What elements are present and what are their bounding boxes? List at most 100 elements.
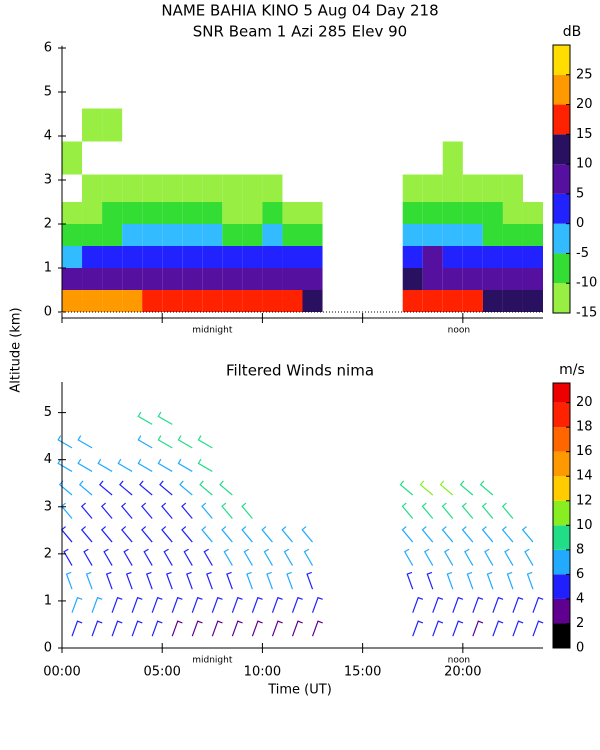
wind-barb bbox=[201, 502, 213, 519]
wind-barb bbox=[271, 620, 283, 637]
colorbar-bin bbox=[553, 598, 570, 624]
snr-cell bbox=[442, 268, 463, 290]
wind-barb bbox=[117, 458, 133, 472]
x-tick-label: 15:00 bbox=[344, 665, 381, 680]
wind-barb bbox=[243, 548, 253, 566]
wind-barb bbox=[157, 411, 173, 425]
wind-barb bbox=[481, 526, 494, 543]
colorbar-tick-label: 14 bbox=[576, 469, 593, 484]
snr-cell bbox=[162, 290, 183, 312]
wind-barb bbox=[524, 548, 534, 566]
snr-cell bbox=[242, 202, 263, 224]
snr-cell bbox=[522, 202, 543, 224]
wind-barb bbox=[97, 458, 113, 472]
colorbar-bin bbox=[553, 549, 570, 575]
snr-cell bbox=[422, 224, 443, 246]
x-tick-label: 10:00 bbox=[244, 665, 281, 680]
snr-cell bbox=[282, 202, 303, 224]
snr-cell bbox=[202, 202, 223, 224]
snr-cell bbox=[482, 290, 503, 312]
snr-cell bbox=[502, 268, 523, 290]
snr-cell bbox=[282, 224, 303, 246]
wind-barb bbox=[251, 596, 263, 613]
wind-barb bbox=[111, 620, 123, 637]
snr-cell bbox=[442, 290, 463, 312]
snr-cell bbox=[462, 290, 483, 312]
snr-cell bbox=[402, 202, 423, 224]
snr-cell bbox=[162, 174, 183, 202]
snr-cell bbox=[202, 290, 223, 312]
y-axis-label: Altitude (km) bbox=[9, 307, 24, 392]
wind-barb bbox=[183, 548, 193, 566]
snr-cell bbox=[222, 246, 243, 268]
wind-barb bbox=[241, 526, 253, 543]
wind-barb bbox=[512, 596, 524, 613]
wind-barb bbox=[186, 571, 193, 590]
annotation: midnight bbox=[192, 656, 233, 666]
wind-barb bbox=[231, 620, 243, 637]
wind-barb bbox=[71, 596, 83, 613]
snr-cell bbox=[442, 141, 463, 175]
snr-cell bbox=[162, 224, 183, 246]
wind-barb bbox=[261, 526, 273, 543]
snr-cell bbox=[222, 202, 243, 224]
colorbar-tick-label: 0 bbox=[576, 641, 584, 656]
wind-barb bbox=[57, 435, 73, 449]
snr-cell bbox=[422, 246, 443, 268]
y-tick-label: 2 bbox=[44, 546, 52, 561]
wind-barb bbox=[443, 548, 454, 566]
colorbar-tick-label: 20 bbox=[576, 97, 593, 112]
snr-cell bbox=[442, 246, 463, 268]
snr-cell bbox=[262, 174, 283, 202]
colorbar-bin bbox=[553, 402, 570, 428]
wind-barb bbox=[100, 502, 113, 519]
snr-cell bbox=[102, 174, 123, 202]
wind-barb bbox=[139, 480, 153, 496]
y-tick-label: 1 bbox=[44, 261, 52, 276]
wind-barb bbox=[131, 596, 143, 613]
snr-cell bbox=[502, 224, 523, 246]
snr-cell bbox=[522, 290, 543, 312]
snr-cell bbox=[402, 224, 423, 246]
wind-barb bbox=[77, 435, 93, 449]
wind-barb bbox=[103, 548, 113, 566]
wind-barb bbox=[311, 620, 323, 637]
wind-barb bbox=[165, 571, 173, 590]
y-tick-label: 0 bbox=[44, 641, 52, 656]
wind-barb bbox=[403, 548, 414, 566]
wind-barb bbox=[521, 526, 534, 543]
snr-cell bbox=[182, 246, 203, 268]
wind-barb bbox=[223, 548, 233, 566]
wind-barb bbox=[157, 435, 173, 449]
colorbar-frame bbox=[552, 382, 571, 649]
wind-barb bbox=[137, 435, 153, 449]
colorbar-tick-label: 20 bbox=[576, 395, 593, 410]
wind-barb bbox=[303, 548, 314, 566]
snr-cell bbox=[462, 202, 483, 224]
colorbar-tick-label: 16 bbox=[576, 444, 593, 459]
wind-barb bbox=[401, 502, 414, 519]
snr-cell bbox=[102, 290, 123, 312]
snr-cell bbox=[262, 224, 283, 246]
wind-barb bbox=[504, 548, 514, 566]
wind-barb bbox=[432, 596, 444, 613]
wind-barb bbox=[492, 620, 504, 637]
snr-cell bbox=[202, 174, 223, 202]
x-tick-label: 20:00 bbox=[444, 665, 481, 680]
wind-barb bbox=[501, 526, 514, 543]
wind-barb bbox=[419, 480, 434, 496]
snr-cell bbox=[162, 202, 183, 224]
snr-cell bbox=[122, 224, 143, 246]
colorbar-bin bbox=[553, 164, 570, 194]
wind-barb bbox=[441, 526, 454, 543]
y-tick-label: 3 bbox=[44, 173, 52, 188]
y-tick-label: 1 bbox=[44, 593, 52, 608]
snr-cell bbox=[142, 268, 163, 290]
y-tick-label: 0 bbox=[44, 305, 52, 320]
wind-barb bbox=[121, 526, 133, 543]
colorbar-tick-label: -10 bbox=[576, 276, 597, 291]
wind-barb bbox=[246, 571, 253, 590]
snr-cell bbox=[442, 202, 463, 224]
snr-cell bbox=[402, 246, 423, 268]
snr-cell bbox=[522, 268, 543, 290]
